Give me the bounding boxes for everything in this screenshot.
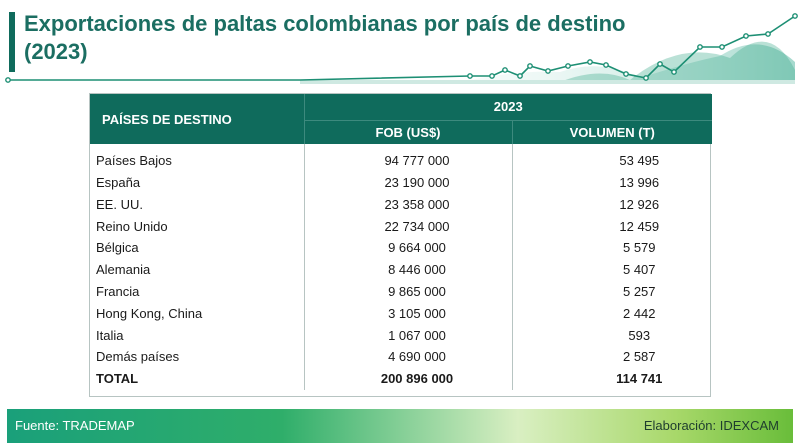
volume-cell: 13 996 (511, 172, 713, 194)
fob-cell: 9 865 000 (303, 280, 512, 303)
table-row: Demás países 4 690 000 2 587 (90, 346, 713, 369)
total-row: TOTAL 200 896 000 114 741 (90, 368, 713, 390)
country-cell: Alemania (96, 262, 151, 278)
country-cell: Francia (96, 283, 140, 299)
decorative-trend-line (5, 13, 798, 84)
table-row: Países Bajos 94 777 000 53 495 (90, 144, 713, 172)
country-cell: Italia (96, 327, 124, 343)
header-volume: VOLUMEN (T) (511, 119, 713, 144)
header-year: 2023 (303, 94, 713, 120)
volume-cell: 12 926 (511, 193, 713, 216)
table-row: Francia 9 865 000 5 257 (90, 280, 713, 303)
fob-cell: 3 105 000 (303, 302, 512, 325)
fob-cell: 1 067 000 (303, 324, 512, 347)
volume-cell: 5 579 (511, 237, 713, 260)
country-cell: EE. UU. (96, 196, 143, 212)
volume-cell: 5 257 (511, 280, 713, 303)
table-row: EE. UU. 23 358 000 12 926 (90, 193, 713, 216)
fob-cell: 23 190 000 (303, 172, 512, 194)
country-cell: Hong Kong, China (96, 305, 203, 321)
exports-table: PAÍSES DE DESTINO 2023 FOB (US$) VOLUMEN… (89, 93, 713, 397)
credit-note: Elaboración: IDEXCAM (643, 418, 779, 433)
page-title: Exportaciones de paltas colombianas por … (24, 11, 626, 64)
fob-cell: 8 446 000 (303, 259, 512, 281)
total-volume: 114 741 (511, 368, 713, 390)
table-row: Italia 1 067 000 593 (90, 324, 713, 347)
total-fob: 200 896 000 (303, 368, 512, 390)
volume-cell: 5 407 (511, 259, 713, 281)
table-row: Hong Kong, China 3 105 000 2 442 (90, 302, 713, 325)
total-label: TOTAL (96, 371, 139, 387)
country-cell: Reino Unido (96, 218, 168, 234)
volume-cell: 2 442 (511, 302, 713, 325)
table-row: Bélgica 9 664 000 5 579 (90, 237, 713, 260)
volume-cell: 53 495 (511, 144, 713, 172)
fob-cell: 23 358 000 (303, 193, 512, 216)
volume-cell: 12 459 (511, 215, 713, 238)
country-cell: España (96, 175, 141, 190)
table-row: Reino Unido 22 734 000 12 459 (90, 215, 713, 238)
header-fob: FOB (US$) (303, 119, 512, 144)
volume-cell: 593 (511, 324, 713, 347)
title-accent-bar (9, 12, 15, 72)
country-cell: Demás países (96, 349, 180, 365)
volume-cell: 2 587 (511, 346, 713, 369)
footer-bar: Fuente: TRADEMAP Elaboración: IDEXCAM (7, 409, 793, 443)
header-country: PAÍSES DE DESTINO (90, 94, 304, 144)
fob-cell: 9 664 000 (303, 237, 512, 260)
country-cell: Países Bajos (96, 153, 172, 169)
fob-cell: 4 690 000 (303, 346, 512, 369)
source-note: Fuente: TRADEMAP (15, 418, 135, 433)
fob-cell: 94 777 000 (303, 144, 512, 172)
table-row: Alemania 8 446 000 5 407 (90, 259, 713, 281)
table-row: España 23 190 000 13 996 (90, 172, 713, 194)
country-cell: Bélgica (96, 240, 139, 256)
fob-cell: 22 734 000 (303, 215, 512, 238)
